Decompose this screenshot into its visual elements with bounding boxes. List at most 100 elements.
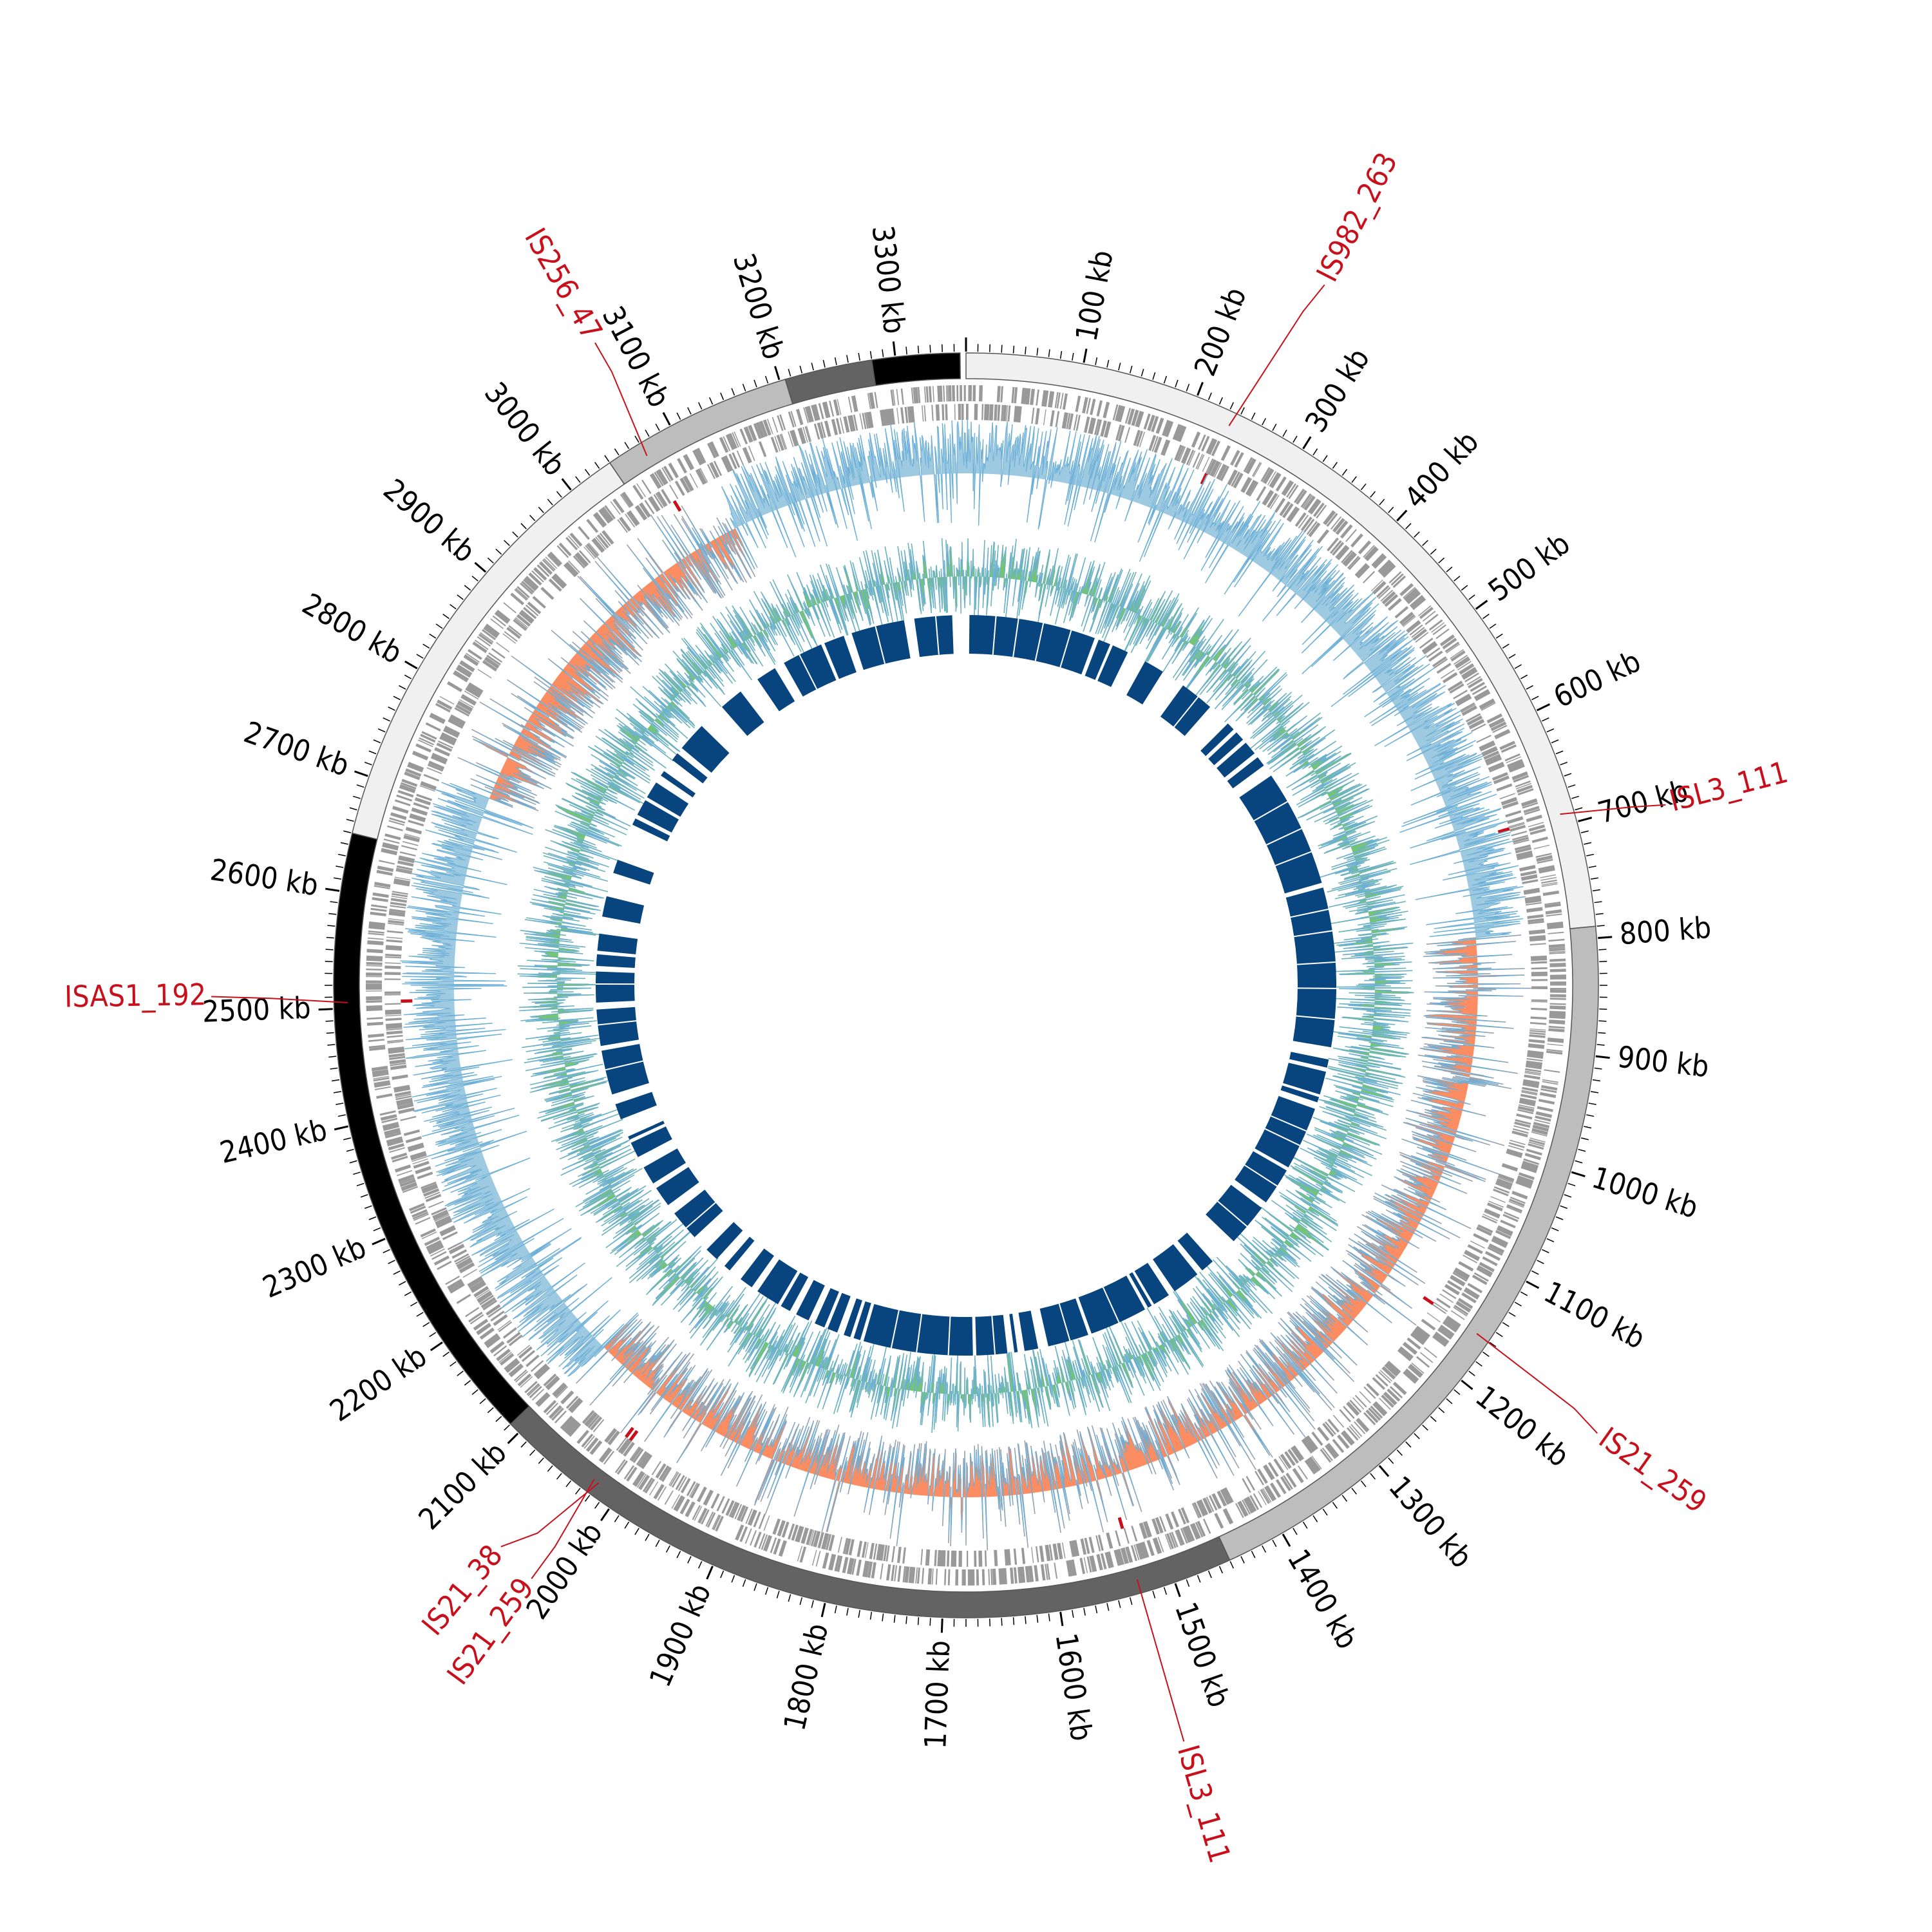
tick-label-group: 1800 kb <box>777 1620 835 1734</box>
minor-tick <box>333 1091 342 1094</box>
minor-tick <box>336 1103 344 1105</box>
minor-tick <box>1197 1575 1201 1583</box>
major-tick <box>1378 1464 1390 1477</box>
tick-label: 1900 kb <box>642 1578 717 1692</box>
conserved-block <box>1084 639 1110 680</box>
major-tick <box>561 478 572 491</box>
tick-label-group: 2700 kb <box>240 714 354 783</box>
minor-tick <box>799 1597 803 1605</box>
tick-label: 2100 kb <box>412 1435 513 1536</box>
is-element-label: IS256_47 <box>518 222 609 346</box>
minor-tick <box>1129 365 1133 374</box>
minor-tick <box>504 1425 510 1431</box>
tick-label: 1800 kb <box>777 1620 835 1734</box>
minor-tick <box>1218 397 1223 405</box>
minor-tick <box>834 357 837 365</box>
is-element-mark <box>1200 473 1208 485</box>
conserved-gap <box>1102 1287 1120 1323</box>
minor-tick <box>1208 392 1212 401</box>
minor-tick <box>1059 351 1063 359</box>
minor-tick <box>1475 1361 1482 1367</box>
minor-tick <box>1152 1591 1156 1598</box>
tick-label: 1600 kb <box>1048 1631 1099 1743</box>
minor-tick <box>1560 761 1568 766</box>
tick-label-group: 600 kb <box>1548 643 1646 714</box>
tick-label-group: 2400 kb <box>216 1112 330 1170</box>
minor-tick <box>1584 1126 1592 1129</box>
tick-label: 3000 kb <box>478 375 573 482</box>
minor-tick <box>1514 664 1522 669</box>
minor-tick <box>479 1398 486 1405</box>
is-label-leader <box>1476 1333 1598 1434</box>
minor-tick <box>1351 1488 1357 1495</box>
minor-tick <box>1461 585 1468 591</box>
conserved-gap <box>1297 987 1336 989</box>
major-tick <box>1526 1280 1540 1289</box>
minor-tick <box>1454 575 1461 582</box>
minor-tick <box>1551 1227 1559 1231</box>
conserved-block <box>1153 1244 1198 1292</box>
minor-tick <box>614 1515 620 1522</box>
conserved-block <box>681 726 730 773</box>
minor-tick <box>1422 540 1428 546</box>
gc-skew-track <box>400 419 1532 1551</box>
tick-label: 3300 kb <box>866 223 913 336</box>
conserved-block <box>1285 887 1332 936</box>
minor-tick <box>377 728 386 733</box>
tick-label: 2600 kb <box>208 852 321 903</box>
tick-label: 200 kb <box>1188 283 1253 381</box>
is-label-leader <box>594 342 648 457</box>
minor-tick <box>1072 1609 1074 1618</box>
minor-tick <box>764 375 769 384</box>
minor-tick <box>556 491 562 498</box>
minor-tick <box>1293 435 1298 443</box>
is-label-group: ISL3_111 <box>1171 1741 1238 1866</box>
tick-label-group: 2500 kb <box>202 990 312 1029</box>
minor-tick <box>1262 418 1267 426</box>
minor-tick <box>325 949 334 951</box>
minor-tick <box>1489 623 1497 629</box>
conserved-gap <box>947 1316 951 1356</box>
minor-tick <box>410 1302 418 1307</box>
minor-tick <box>1312 1515 1318 1522</box>
minor-tick <box>1454 1389 1461 1396</box>
minor-tick <box>676 1551 681 1558</box>
coordinate-ticks <box>318 337 1613 1633</box>
minor-tick <box>1414 1433 1420 1439</box>
minor-tick <box>929 345 931 353</box>
minor-tick <box>328 1056 337 1058</box>
minor-tick <box>1592 1079 1600 1082</box>
conserved-block <box>615 1092 657 1120</box>
minor-tick <box>594 462 600 469</box>
minor-tick <box>1567 784 1576 788</box>
conserved-gap <box>1059 630 1072 668</box>
minor-tick <box>388 1260 395 1264</box>
minor-tick <box>1282 430 1287 437</box>
gc-content-fill <box>517 538 1414 1434</box>
minor-tick <box>594 1502 600 1509</box>
minor-tick <box>742 1579 746 1587</box>
minor-tick <box>776 1591 780 1598</box>
minor-tick <box>709 397 714 405</box>
minor-tick <box>1560 1205 1568 1209</box>
conserved-gap <box>799 654 818 690</box>
minor-tick <box>1186 1579 1190 1587</box>
minor-tick <box>457 594 464 600</box>
tick-label-group: 3100 kb <box>596 301 677 413</box>
minor-tick <box>565 1480 572 1488</box>
conserved-block <box>601 1044 649 1095</box>
minor-tick <box>731 388 735 396</box>
minor-tick <box>1388 1457 1394 1464</box>
minor-tick <box>1537 1260 1544 1264</box>
conserved-gap <box>875 626 886 664</box>
minor-tick <box>1598 949 1607 951</box>
conserved-block <box>630 1126 672 1157</box>
genome-band-ring <box>333 352 1599 1618</box>
tick-label: 3100 kb <box>596 301 677 413</box>
conserved-block <box>628 1121 665 1140</box>
minor-tick <box>1095 357 1098 365</box>
tick-label: 900 kb <box>1616 1039 1711 1084</box>
minor-tick <box>1546 1238 1555 1242</box>
minor-tick <box>811 1600 814 1608</box>
minor-tick <box>1580 1137 1589 1141</box>
